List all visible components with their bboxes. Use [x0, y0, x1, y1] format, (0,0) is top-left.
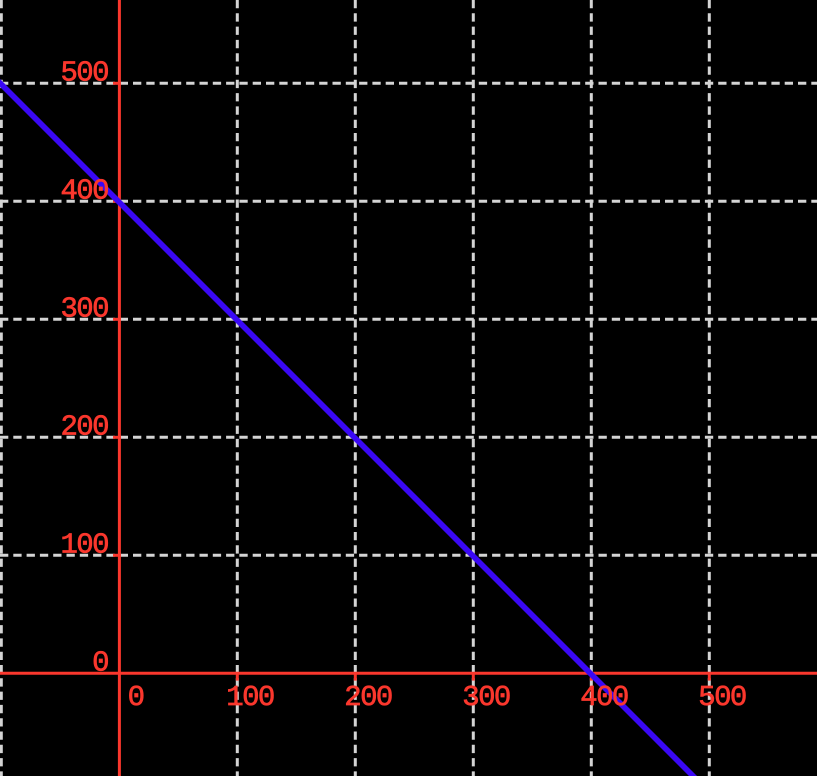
svg-text:100: 100	[226, 681, 275, 714]
svg-text:0: 0	[128, 681, 145, 714]
svg-text:500: 500	[61, 57, 110, 90]
svg-text:400: 400	[61, 175, 110, 208]
svg-text:200: 200	[61, 411, 110, 444]
svg-text:200: 200	[344, 681, 393, 714]
svg-text:0: 0	[92, 647, 109, 680]
svg-text:100: 100	[61, 529, 110, 562]
svg-text:300: 300	[462, 681, 511, 714]
svg-text:400: 400	[580, 681, 629, 714]
svg-text:300: 300	[61, 293, 110, 326]
svg-text:500: 500	[698, 681, 747, 714]
